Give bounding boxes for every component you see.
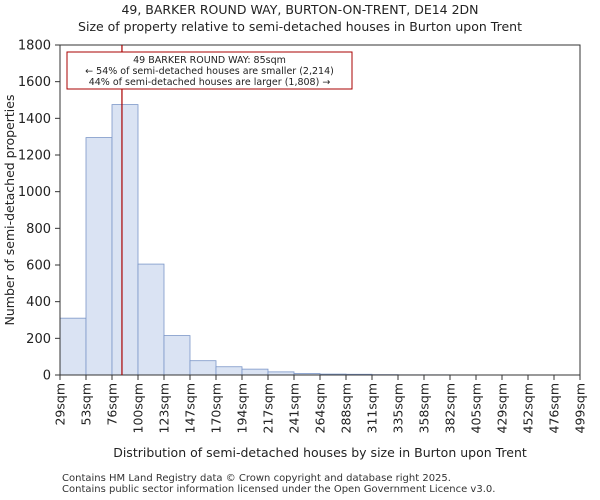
y-tick-label: 1800 — [18, 39, 51, 54]
chart-title: 49, BARKER ROUND WAY, BURTON-ON-TRENT, D… — [121, 2, 479, 17]
histogram-bar — [241, 368, 269, 376]
x-tick-label: 335sqm — [391, 383, 406, 433]
y-axis-title: Number of semi-detached properties — [2, 95, 17, 326]
chart-subtitle: Size of property relative to semi-detach… — [78, 19, 522, 34]
x-tick-label: 405sqm — [469, 383, 484, 433]
x-tick-label: 264sqm — [313, 383, 328, 433]
y-tick-label: 0 — [43, 369, 51, 384]
histogram-bar — [163, 335, 191, 376]
y-tick-label: 1400 — [18, 112, 51, 127]
x-tick-label: 194sqm — [235, 383, 250, 433]
x-tick-label: 358sqm — [417, 383, 432, 433]
histogram-bar — [111, 104, 139, 376]
annotation-larger: 44% of semi-detached houses are larger (… — [89, 77, 331, 88]
histogram-bar — [85, 137, 113, 376]
y-tick-label: 400 — [26, 295, 51, 310]
y-tick-label: 600 — [26, 259, 51, 274]
footer-line-1: Contains HM Land Registry data © Crown c… — [62, 473, 451, 484]
x-tick-label: 429sqm — [495, 383, 510, 433]
y-tick-label: 200 — [26, 332, 51, 347]
histogram-bar — [59, 317, 87, 376]
annotation-smaller: ← 54% of semi-detached houses are smalle… — [85, 66, 334, 77]
x-tick-label: 499sqm — [573, 383, 588, 433]
x-tick-label: 476sqm — [547, 383, 562, 433]
x-tick-label: 170sqm — [209, 383, 224, 433]
histogram-bar — [215, 366, 243, 376]
x-tick-label: 241sqm — [287, 383, 302, 433]
x-tick-label: 100sqm — [131, 383, 146, 433]
x-tick-label: 147sqm — [183, 383, 198, 433]
x-tick-label: 29sqm — [53, 383, 68, 426]
x-axis-title: Distribution of semi-detached houses by … — [113, 445, 527, 460]
annotation-box — [66, 51, 353, 90]
x-tick-label: 452sqm — [521, 383, 536, 433]
y-tick-label: 1000 — [18, 185, 51, 200]
x-tick-label: 123sqm — [157, 383, 172, 433]
histogram-bar — [137, 263, 165, 376]
x-tick-label: 311sqm — [365, 383, 380, 433]
annotation-title: 49 BARKER ROUND WAY: 85sqm — [133, 55, 286, 66]
y-tick-label: 1600 — [18, 75, 51, 90]
x-tick-label: 382sqm — [443, 383, 458, 433]
x-tick-label: 217sqm — [261, 383, 276, 433]
histogram-bar — [189, 360, 217, 376]
footer-line-2: Contains public sector information licen… — [62, 484, 496, 495]
x-tick-label: 76sqm — [105, 383, 120, 426]
x-tick-label: 288sqm — [339, 383, 354, 433]
x-tick-label: 53sqm — [79, 383, 94, 426]
y-tick-label: 1200 — [18, 149, 51, 164]
y-tick-label: 800 — [26, 222, 51, 237]
